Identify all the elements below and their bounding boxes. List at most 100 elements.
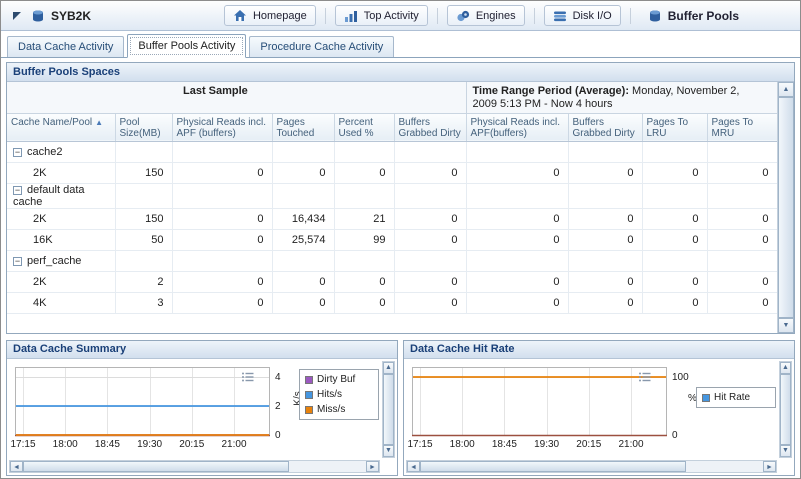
metric-value: 0 bbox=[172, 162, 272, 183]
metric-value bbox=[568, 141, 642, 162]
metric-value: 0 bbox=[272, 162, 334, 183]
metric-value: 0 bbox=[707, 208, 777, 229]
pool-data-row[interactable]: 4K300000000 bbox=[7, 292, 777, 313]
metric-value bbox=[394, 250, 466, 271]
chart-horizontal-scrollbar[interactable]: ◄ ► bbox=[406, 460, 777, 473]
column-header[interactable]: Pages Touched bbox=[272, 113, 334, 141]
collapse-icon[interactable]: − bbox=[13, 186, 22, 195]
cache-group-row[interactable]: −cache2 bbox=[7, 141, 777, 162]
y-tick-label: 0 bbox=[672, 430, 678, 441]
column-header[interactable]: Percent Used % bbox=[334, 113, 394, 141]
nav-label: Buffer Pools bbox=[668, 9, 739, 23]
scroll-up-button[interactable]: ▲ bbox=[778, 82, 794, 97]
cache-group-row[interactable]: −default data cache bbox=[7, 183, 777, 208]
scroll-right-button[interactable]: ► bbox=[366, 461, 379, 472]
sort-ascending-icon[interactable]: ▲ bbox=[95, 118, 103, 127]
metric-value: 99 bbox=[334, 229, 394, 250]
application-window: SYB2K Homepage Top Activity En bbox=[0, 0, 801, 479]
chart-content: 0100 % Hit Rate 17:1518:0018:4519:3020:1… bbox=[404, 359, 794, 475]
metric-value: 0 bbox=[394, 271, 466, 292]
nav-separator bbox=[437, 8, 438, 24]
nav-top-activity[interactable]: Top Activity bbox=[335, 5, 428, 26]
home-icon bbox=[233, 8, 248, 23]
column-header[interactable]: Physical Reads incl. APF (buffers) bbox=[172, 113, 272, 141]
scroll-up-button[interactable]: ▲ bbox=[383, 362, 394, 374]
metric-value: 0 bbox=[707, 229, 777, 250]
column-header[interactable]: Pool Size(MB) bbox=[115, 113, 172, 141]
metric-value: 0 bbox=[568, 229, 642, 250]
scroll-track[interactable] bbox=[686, 461, 763, 472]
metric-value: 0 bbox=[707, 162, 777, 183]
metric-value bbox=[334, 183, 394, 208]
y-tick-label: 0 bbox=[275, 430, 281, 441]
column-header[interactable]: Buffers Grabbed Dirty bbox=[394, 113, 466, 141]
nav-buffer-pools[interactable]: Buffer Pools bbox=[640, 6, 747, 25]
nav-separator bbox=[534, 8, 535, 24]
chart-menu-icon[interactable] bbox=[241, 370, 255, 382]
metric-value bbox=[272, 141, 334, 162]
scroll-right-button[interactable]: ► bbox=[763, 461, 776, 472]
metric-value: 0 bbox=[272, 292, 334, 313]
tab-data-cache-activity[interactable]: Data Cache Activity bbox=[7, 36, 124, 57]
metric-value bbox=[466, 250, 568, 271]
chart-menu-icon[interactable] bbox=[638, 370, 652, 382]
nav-separator bbox=[630, 8, 631, 24]
column-header[interactable]: Physical Reads incl. APF(buffers) bbox=[466, 113, 568, 141]
x-tick-label: 17:15 bbox=[406, 439, 434, 450]
tab-buffer-pools-activity[interactable]: Buffer Pools Activity bbox=[127, 34, 246, 58]
chart-content: 024 K/s Dirty BufHits/sMiss/s 17:1518:00… bbox=[7, 359, 397, 475]
pool-data-row[interactable]: 2K150016,4342100000 bbox=[7, 208, 777, 229]
scroll-down-button[interactable]: ▼ bbox=[383, 445, 394, 457]
tab-procedure-cache-activity[interactable]: Procedure Cache Activity bbox=[249, 36, 394, 57]
legend-swatch bbox=[305, 391, 313, 399]
scroll-thumb[interactable] bbox=[383, 374, 394, 445]
nav-homepage[interactable]: Homepage bbox=[224, 5, 316, 26]
column-header[interactable]: Pages To MRU bbox=[707, 113, 777, 141]
x-tick-label: 18:45 bbox=[490, 439, 518, 450]
metric-value: 150 bbox=[115, 208, 172, 229]
pool-data-row[interactable]: 16K50025,5749900000 bbox=[7, 229, 777, 250]
metric-value: 0 bbox=[642, 208, 707, 229]
nav-disk-io[interactable]: Disk I/O bbox=[544, 5, 621, 26]
metric-value bbox=[707, 141, 777, 162]
metric-value bbox=[642, 250, 707, 271]
metric-value bbox=[115, 250, 172, 271]
metric-value: 0 bbox=[172, 292, 272, 313]
scroll-left-button[interactable]: ◄ bbox=[10, 461, 23, 472]
scroll-thumb[interactable] bbox=[778, 97, 794, 318]
scroll-thumb[interactable] bbox=[23, 461, 289, 472]
pool-data-row[interactable]: 2K200000000 bbox=[7, 271, 777, 292]
chart-horizontal-scrollbar[interactable]: ◄ ► bbox=[9, 460, 380, 473]
metric-value: 0 bbox=[707, 292, 777, 313]
chart-vertical-scrollbar[interactable]: ▲ ▼ bbox=[779, 361, 792, 458]
scroll-track[interactable] bbox=[289, 461, 366, 472]
scroll-down-button[interactable]: ▼ bbox=[778, 318, 794, 333]
collapse-pane-icon[interactable] bbox=[9, 8, 24, 23]
collapse-icon[interactable]: − bbox=[13, 257, 22, 266]
column-header[interactable]: Pages To LRU bbox=[642, 113, 707, 141]
column-header[interactable]: Cache Name/Pool▲ bbox=[7, 113, 115, 141]
pool-data-row[interactable]: 2K15000000000 bbox=[7, 162, 777, 183]
column-header[interactable]: Buffers Grabbed Dirty bbox=[568, 113, 642, 141]
y-tick-label: 4 bbox=[275, 372, 281, 383]
metric-value: 0 bbox=[272, 271, 334, 292]
nav-engines[interactable]: Engines bbox=[447, 5, 525, 26]
scroll-thumb[interactable] bbox=[780, 374, 791, 445]
scroll-down-button[interactable]: ▼ bbox=[780, 445, 791, 457]
collapse-icon[interactable]: − bbox=[13, 148, 22, 157]
metric-value: 0 bbox=[394, 292, 466, 313]
database-icon bbox=[30, 8, 45, 23]
scroll-left-button[interactable]: ◄ bbox=[407, 461, 420, 472]
scroll-up-button[interactable]: ▲ bbox=[780, 362, 791, 374]
target-name: SYB2K bbox=[51, 9, 91, 23]
x-tick-label: 20:15 bbox=[575, 439, 603, 450]
metric-value bbox=[172, 141, 272, 162]
metric-value bbox=[115, 141, 172, 162]
cache-group-row[interactable]: −perf_cache bbox=[7, 250, 777, 271]
cache-pool-name: 2K bbox=[33, 167, 46, 179]
legend-item: Dirty Buf bbox=[305, 374, 373, 385]
table-vertical-scrollbar[interactable]: ▲ ▼ bbox=[777, 82, 794, 333]
tab-bar: Data Cache Activity Buffer Pools Activit… bbox=[1, 31, 800, 58]
chart-vertical-scrollbar[interactable]: ▲ ▼ bbox=[382, 361, 395, 458]
scroll-thumb[interactable] bbox=[420, 461, 686, 472]
